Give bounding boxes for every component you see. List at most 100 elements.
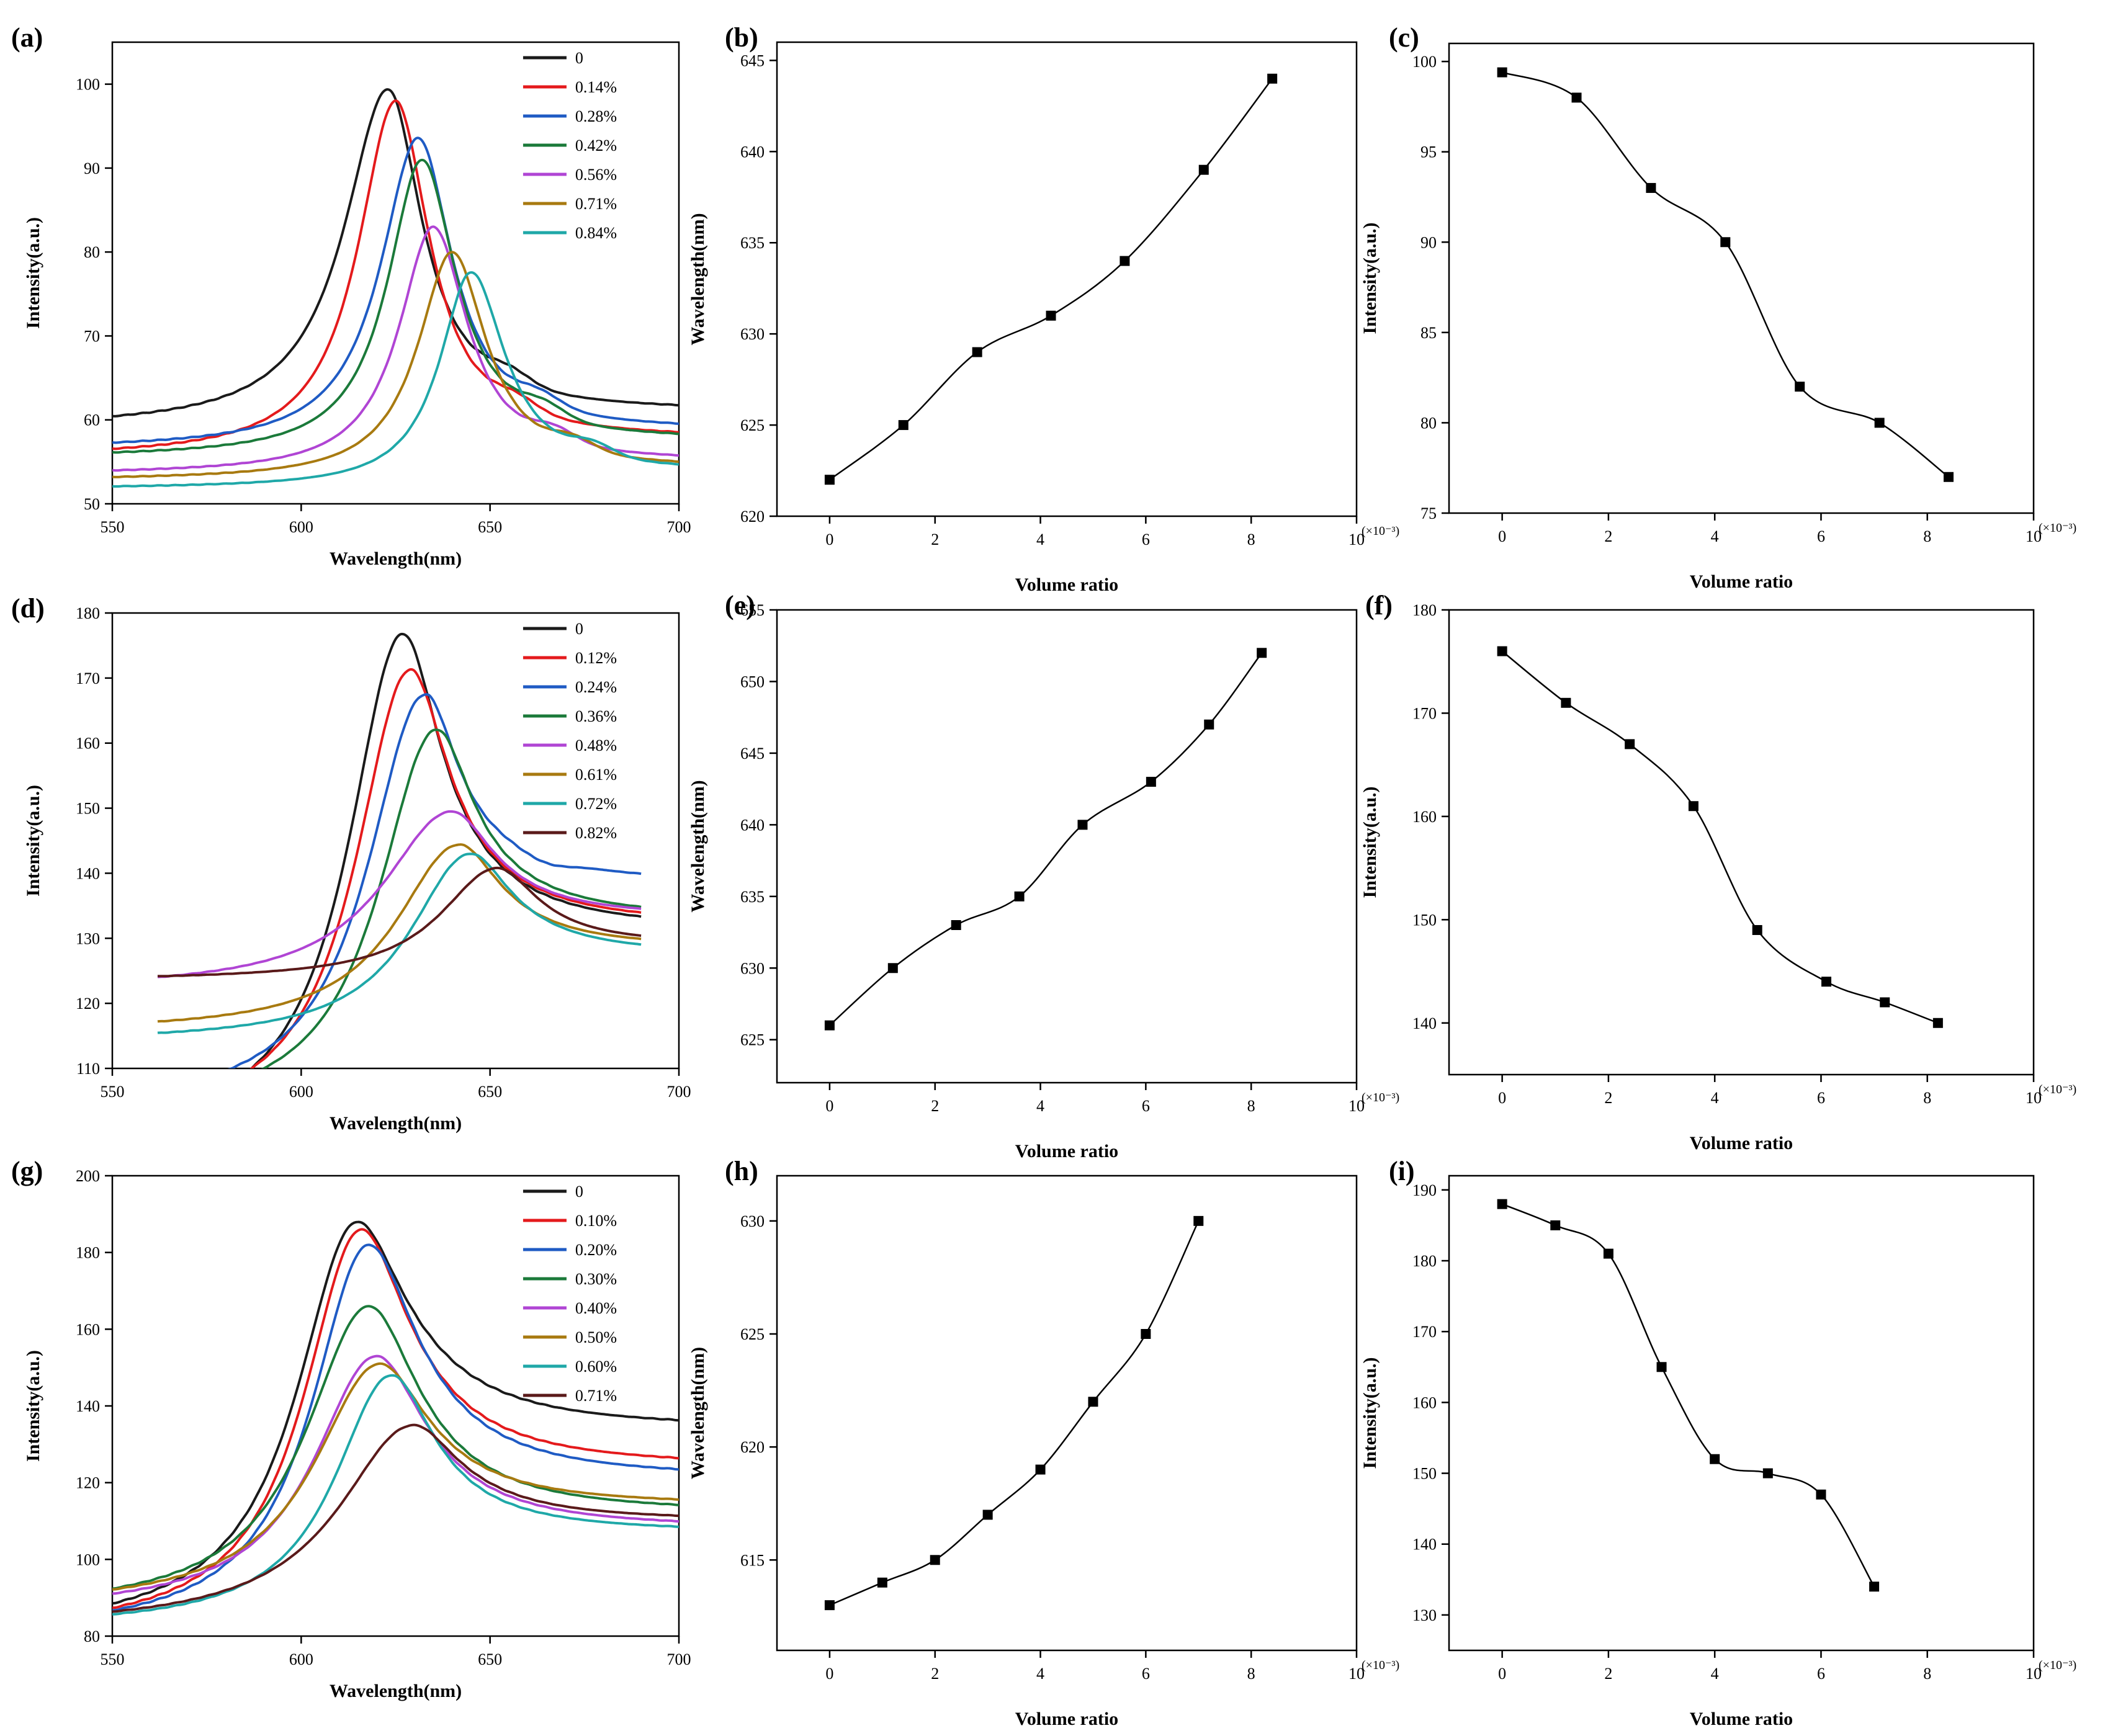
y-tick-label-e: 645 bbox=[740, 745, 765, 763]
x-tick-label-c: 0 bbox=[1498, 527, 1506, 545]
data-point-e-3 bbox=[1014, 891, 1025, 902]
data-point-b-0 bbox=[824, 475, 835, 485]
series-line-d-7 bbox=[157, 866, 642, 978]
y-tick-label-i: 190 bbox=[1412, 1181, 1437, 1199]
x-tick-label-c: 8 bbox=[1923, 527, 1931, 545]
y-tick-label-f: 150 bbox=[1412, 911, 1437, 929]
y-tick-label-a: 80 bbox=[84, 243, 100, 261]
y-tick-label-a: 50 bbox=[84, 495, 100, 513]
x-tick-label-h: 4 bbox=[1036, 1665, 1044, 1683]
y-tick-label-h: 615 bbox=[740, 1551, 765, 1569]
plot-frame-f bbox=[1448, 609, 2035, 1076]
fit-curve-b bbox=[829, 78, 1273, 481]
panel-label-a: (a) bbox=[11, 22, 43, 53]
series-line-d-5 bbox=[157, 843, 642, 1023]
y-axis-label-g: Intensity(a.u.) bbox=[23, 1350, 43, 1462]
y-tick-label-f: 170 bbox=[1412, 704, 1437, 722]
x-tick-label-b: 8 bbox=[1247, 530, 1255, 548]
y-tick-label-a: 60 bbox=[84, 411, 100, 429]
legend-label-a-3: 0.42% bbox=[575, 136, 617, 154]
data-point-h-6 bbox=[1141, 1329, 1151, 1339]
x-tick-label-d: 700 bbox=[667, 1083, 691, 1101]
legend-label-a-5: 0.71% bbox=[575, 195, 617, 213]
x-tick-label-g: 600 bbox=[289, 1650, 313, 1668]
y-tick-label-e: 625 bbox=[740, 1031, 765, 1049]
y-tick-label-f: 140 bbox=[1412, 1014, 1437, 1032]
legend-label-d-6: 0.72% bbox=[575, 795, 617, 813]
fit-curve-i bbox=[1502, 1203, 1875, 1587]
y-tick-label-a: 100 bbox=[76, 76, 100, 94]
y-axis-label-a: Intensity(a.u.) bbox=[23, 217, 43, 329]
x-tick-label-f: 2 bbox=[1604, 1089, 1612, 1107]
x-tick-label-b: 0 bbox=[825, 530, 833, 548]
legend-label-d-5: 0.61% bbox=[575, 766, 617, 784]
panel-label-h: (h) bbox=[725, 1156, 758, 1186]
panel-c: (c) 0 2 4 6 8 10 75 80 85 90 95 100 Volume ratio Inten… bbox=[1360, 22, 2076, 592]
fit-curve-e bbox=[829, 652, 1263, 1026]
y-tick-label-b: 630 bbox=[740, 325, 765, 343]
legend-label-d-3: 0.36% bbox=[575, 707, 617, 725]
y-tick-label-h: 625 bbox=[740, 1325, 765, 1343]
series-line-g-7 bbox=[112, 1423, 679, 1613]
legend-label-g-3: 0.30% bbox=[575, 1270, 617, 1288]
x-axis-label-i: Volume ratio bbox=[1690, 1709, 1793, 1729]
panel-g: (g) 550 600 650 700 80 100 120 140 160 180 200 Wavel… bbox=[11, 1156, 691, 1701]
data-point-f-3 bbox=[1688, 801, 1698, 812]
series-line-a-3 bbox=[112, 158, 679, 454]
y-axis-label-c: Intensity(a.u.) bbox=[1360, 222, 1380, 334]
data-point-h-1 bbox=[877, 1577, 887, 1588]
panel-label-c: (c) bbox=[1389, 22, 1419, 53]
plot-frame-c bbox=[1448, 42, 2035, 514]
y-tick-label-c: 80 bbox=[1420, 414, 1437, 432]
x-tick-label-a: 700 bbox=[667, 518, 691, 536]
x-axis-label-f: Volume ratio bbox=[1690, 1133, 1793, 1153]
data-point-i-3 bbox=[1656, 1362, 1667, 1372]
plot-frame-d bbox=[111, 612, 680, 1070]
data-point-h-4 bbox=[1035, 1464, 1046, 1475]
legend-label-a-0: 0 bbox=[575, 49, 583, 67]
x-axis-label-c: Volume ratio bbox=[1690, 571, 1793, 592]
data-point-i-5 bbox=[1762, 1468, 1773, 1479]
y-tick-label-d: 180 bbox=[76, 604, 100, 622]
data-point-f-4 bbox=[1752, 924, 1762, 935]
data-point-e-6 bbox=[1204, 719, 1214, 730]
data-point-f-5 bbox=[1821, 977, 1832, 987]
y-tick-label-g: 120 bbox=[76, 1474, 100, 1492]
series-line-g-2 bbox=[112, 1243, 679, 1612]
data-point-i-4 bbox=[1710, 1454, 1720, 1464]
x-tick-label-d: 650 bbox=[478, 1083, 502, 1101]
panel-b: (b) 0 2 4 6 8 10 620 625 630 635 640 645 Volume ratio… bbox=[688, 22, 1399, 595]
legend-label-d-7: 0.82% bbox=[575, 824, 617, 842]
data-point-h-2 bbox=[930, 1555, 940, 1565]
data-point-i-7 bbox=[1869, 1582, 1880, 1592]
x-tick-label-h: 2 bbox=[931, 1665, 939, 1683]
x-tick-label-f: 4 bbox=[1711, 1089, 1719, 1107]
x-tick-label-c: 10 bbox=[2026, 527, 2042, 545]
x-tick-label-c: 6 bbox=[1817, 527, 1825, 545]
y-tick-label-d: 170 bbox=[76, 669, 100, 687]
data-point-c-5 bbox=[1874, 418, 1885, 428]
legend-label-d-0: 0 bbox=[575, 620, 583, 638]
x-axis-label-e: Volume ratio bbox=[1015, 1141, 1118, 1161]
x-axis-label-g: Wavelength(nm) bbox=[330, 1681, 462, 1701]
x-tick-label-e: 8 bbox=[1247, 1097, 1255, 1115]
x-tick-label-i: 8 bbox=[1923, 1665, 1931, 1683]
series-line-d-1 bbox=[249, 668, 642, 1068]
panel-label-f: (f) bbox=[1365, 590, 1393, 620]
legend-label-g-0: 0 bbox=[575, 1183, 583, 1201]
x-tick-label-i: 2 bbox=[1604, 1665, 1612, 1683]
panel-a: (a) 550 600 650 700 50 60 70 80 90 100 Wavelength(n… bbox=[11, 22, 691, 569]
x-tick-label-b: 6 bbox=[1142, 530, 1150, 548]
y-tick-label-e: 640 bbox=[740, 816, 765, 834]
y-tick-label-b: 635 bbox=[740, 234, 765, 252]
legend-label-g-4: 0.40% bbox=[575, 1299, 617, 1317]
series-line-d-2 bbox=[227, 693, 642, 1068]
series-line-d-6 bbox=[157, 852, 642, 1034]
x-tick-label-f: 10 bbox=[2026, 1089, 2042, 1107]
x-multiplier-i: (×10⁻³) bbox=[2039, 1658, 2076, 1672]
y-tick-label-i: 150 bbox=[1412, 1465, 1437, 1483]
data-point-e-2 bbox=[951, 920, 961, 930]
plot-frame-b bbox=[776, 41, 1358, 517]
x-multiplier-f: (×10⁻³) bbox=[2039, 1083, 2076, 1096]
y-tick-label-i: 140 bbox=[1412, 1536, 1437, 1554]
